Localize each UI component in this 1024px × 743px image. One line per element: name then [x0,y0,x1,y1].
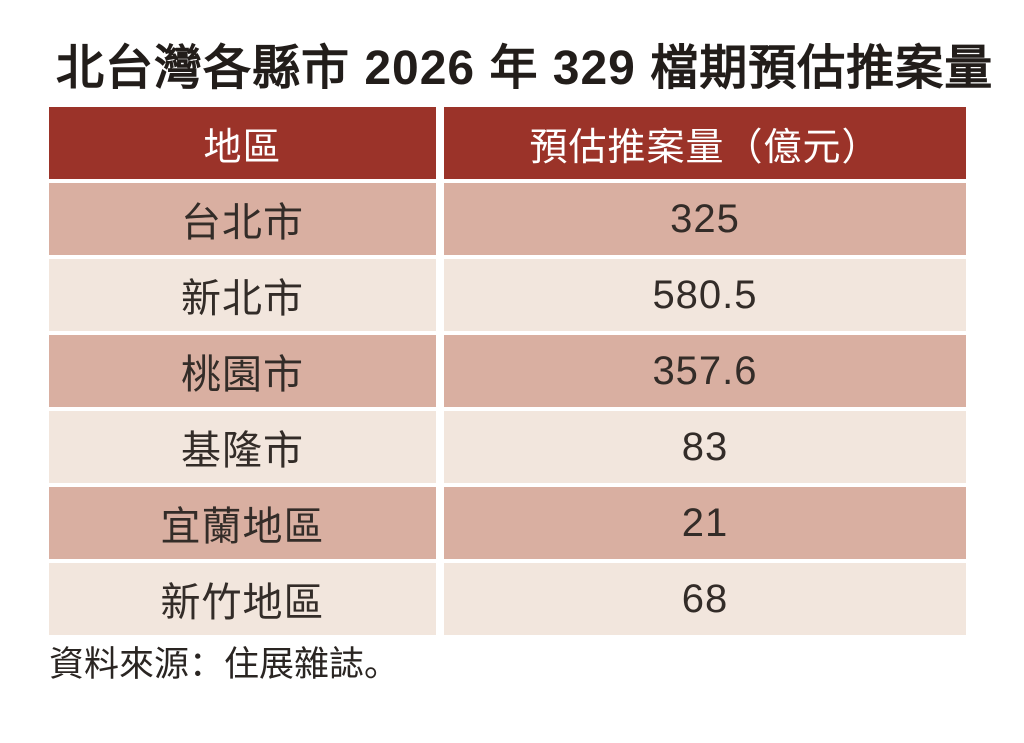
column-header-region: 地區 [49,107,436,179]
region-cell: 新竹地區 [49,563,436,635]
value-cell: 357.6 [444,335,966,407]
value-cell: 580.5 [444,259,966,331]
column-header-volume: 預估推案量（億元） [444,107,966,179]
region-cell: 台北市 [49,183,436,255]
data-table: 地區 預估推案量（億元） 台北市 325 新北市 580.5 桃園市 357.6… [49,107,966,635]
region-cell: 基隆市 [49,411,436,483]
value-cell: 68 [444,563,966,635]
page-title: 北台灣各縣市 2026 年 329 檔期預估推案量 [56,42,994,95]
region-cell: 新北市 [49,259,436,331]
value-cell: 83 [444,411,966,483]
region-cell: 桃園市 [49,335,436,407]
source-note: 資料來源：住展雜誌。 [49,645,400,684]
region-cell: 宜蘭地區 [49,487,436,559]
value-cell: 21 [444,487,966,559]
value-cell: 325 [444,183,966,255]
